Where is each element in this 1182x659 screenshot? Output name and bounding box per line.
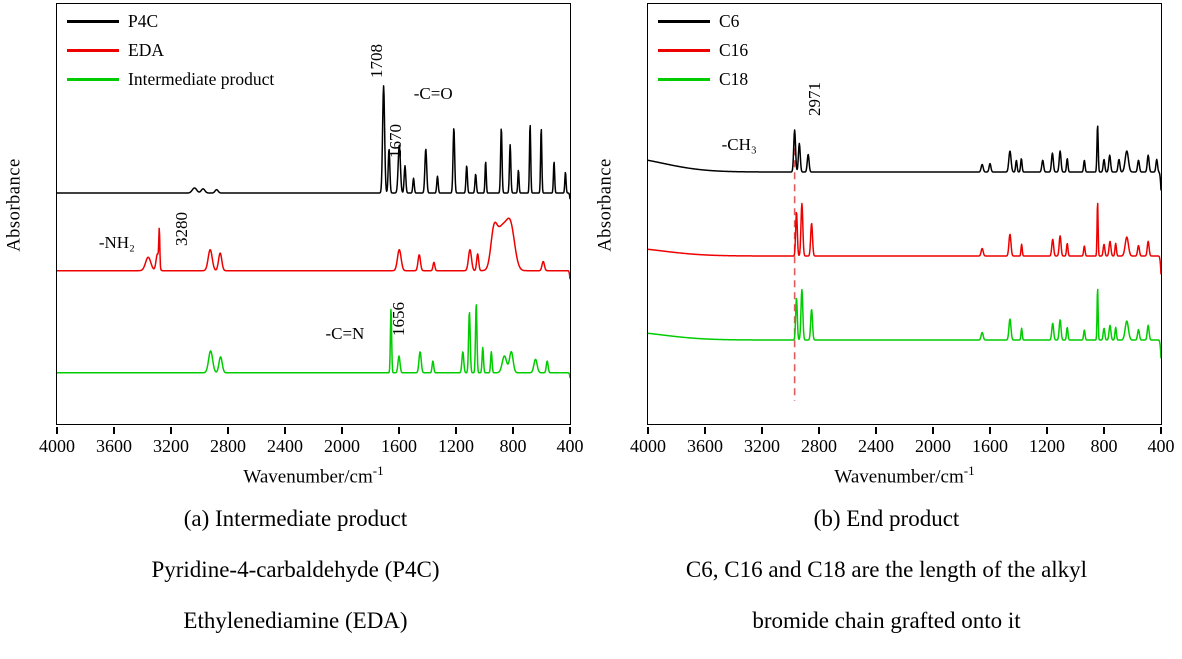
- peak-annotation-1708: 1708: [367, 44, 387, 78]
- x-tick-mark-3600: [704, 427, 706, 434]
- x-tick-label-2400: 2400: [844, 436, 908, 457]
- x-tick-mark-3200: [170, 427, 172, 434]
- x-axis-label-text: Wavenumber/cm: [834, 466, 963, 487]
- x-tick-label-800: 800: [481, 436, 545, 457]
- legend-label: C6: [719, 11, 739, 32]
- x-tick-mark-4000: [56, 427, 58, 434]
- x-tick-label-1600: 1600: [958, 436, 1022, 457]
- caption-line: Ethylenediamine (EDA): [0, 608, 591, 634]
- legend-line-sample: [658, 78, 710, 81]
- legend-item-p4c: P4C: [67, 7, 274, 36]
- peak-annotation-3280: 3280: [172, 212, 192, 246]
- x-tick-mark-2000: [932, 427, 934, 434]
- x-tick-label-1200: 1200: [1015, 436, 1079, 457]
- x-tick-label-3200: 3200: [730, 436, 794, 457]
- x-tick-mark-4000: [647, 427, 649, 434]
- legend-line-sample: [67, 78, 119, 81]
- caption-a: (a) Intermediate product Pyridine-4-carb…: [0, 506, 591, 659]
- x-axis-label-text: Wavenumber/cm: [243, 466, 372, 487]
- caption-b: (b) End product C6, C16 and C18 are the …: [591, 506, 1182, 659]
- peak-annotation-1670: 1670: [386, 124, 406, 158]
- peak-annotation-nh: -NH₂: [99, 233, 135, 253]
- peak-annotation-c-o: -C=O: [414, 84, 453, 104]
- peak-annotation-1656: 1656: [389, 302, 409, 336]
- legend-line-sample: [67, 49, 119, 52]
- x-tick-mark-400: [1160, 427, 1162, 434]
- caption-line: C6, C16 and C18 are the length of the al…: [591, 557, 1182, 583]
- legend-label: C16: [719, 40, 748, 61]
- legend-item-c16: C16: [658, 36, 748, 65]
- x-tick-label-2000: 2000: [310, 436, 374, 457]
- legend-item-c18: C18: [658, 65, 748, 94]
- x-tick-label-3600: 3600: [673, 436, 737, 457]
- x-tick-mark-2800: [227, 427, 229, 434]
- x-tick-mark-3600: [113, 427, 115, 434]
- legend-line-sample: [658, 49, 710, 52]
- x-tick-mark-2000: [341, 427, 343, 434]
- x-tick-mark-2400: [875, 427, 877, 434]
- x-tick-mark-2800: [818, 427, 820, 434]
- x-tick-label-2800: 2800: [787, 436, 851, 457]
- caption-line: bromide chain grafted onto it: [591, 608, 1182, 634]
- legend-label: EDA: [128, 40, 164, 61]
- peak-annotation-ch: -CH₃: [722, 135, 757, 155]
- x-tick-mark-1600: [989, 427, 991, 434]
- x-tick-label-800: 800: [1072, 436, 1136, 457]
- x-tick-mark-400: [569, 427, 571, 434]
- x-tick-label-3200: 3200: [139, 436, 203, 457]
- peak-annotation-c-n: -C=N: [325, 324, 364, 344]
- x-tick-mark-800: [512, 427, 514, 434]
- x-tick-label-4000: 4000: [616, 436, 680, 457]
- y-axis-label: Absorbance: [596, 158, 617, 251]
- legend-line-sample: [658, 20, 710, 23]
- caption-line: Pyridine-4-carbaldehyde (P4C): [0, 557, 591, 583]
- x-tick-mark-800: [1103, 427, 1105, 434]
- x-tick-label-1600: 1600: [367, 436, 431, 457]
- legend-label: P4C: [128, 11, 158, 32]
- spectrum-curve-intermediate-product: [57, 305, 570, 378]
- x-tick-label-2800: 2800: [196, 436, 260, 457]
- panel-intermediate-product: Absorbance P4C EDA Intermediate product 17…: [0, 0, 591, 658]
- x-tick-mark-2400: [284, 427, 286, 434]
- spectrum-curve-c16: [648, 204, 1161, 275]
- caption-line: (a) Intermediate product: [0, 506, 591, 532]
- legend-item-intermediate-product: Intermediate product: [67, 65, 274, 94]
- legend-b: C6 C16 C18: [658, 7, 748, 94]
- x-tick-mark-1200: [455, 427, 457, 434]
- x-axis-label-exponent: -1: [373, 463, 384, 478]
- legend-label: C18: [719, 69, 748, 90]
- legend-line-sample: [67, 20, 119, 23]
- x-axis-label-b: Wavenumber/cm-1: [647, 463, 1162, 488]
- x-tick-mark-3200: [761, 427, 763, 434]
- spectrum-curve-p4c: [57, 86, 570, 199]
- plot-area-b: C6 C16 C18 -CH₃ 2971: [647, 3, 1162, 425]
- x-axis-label-exponent: -1: [964, 463, 975, 478]
- x-tick-label-2000: 2000: [901, 436, 965, 457]
- peak-annotation-2971: 2971: [805, 82, 825, 116]
- x-tick-label-1200: 1200: [424, 436, 488, 457]
- spectrum-curve-c18: [648, 290, 1161, 359]
- legend-label: Intermediate product: [128, 69, 274, 90]
- x-tick-label-4000: 4000: [25, 436, 89, 457]
- caption-line: (b) End product: [591, 506, 1182, 532]
- legend-a: P4C EDA Intermediate product: [67, 7, 274, 94]
- plot-area-a: P4C EDA Intermediate product 1708 -C=O 1670 -…: [56, 3, 571, 425]
- legend-item-eda: EDA: [67, 36, 274, 65]
- x-tick-mark-1200: [1046, 427, 1048, 434]
- x-axis-label-a: Wavenumber/cm-1: [56, 463, 571, 488]
- x-tick-label-3600: 3600: [82, 436, 146, 457]
- x-tick-mark-1600: [398, 427, 400, 434]
- x-tick-label-2400: 2400: [253, 436, 317, 457]
- x-tick-label-400: 400: [1129, 436, 1182, 457]
- legend-item-c6: C6: [658, 7, 748, 36]
- y-axis-label: Absorbance: [5, 158, 26, 251]
